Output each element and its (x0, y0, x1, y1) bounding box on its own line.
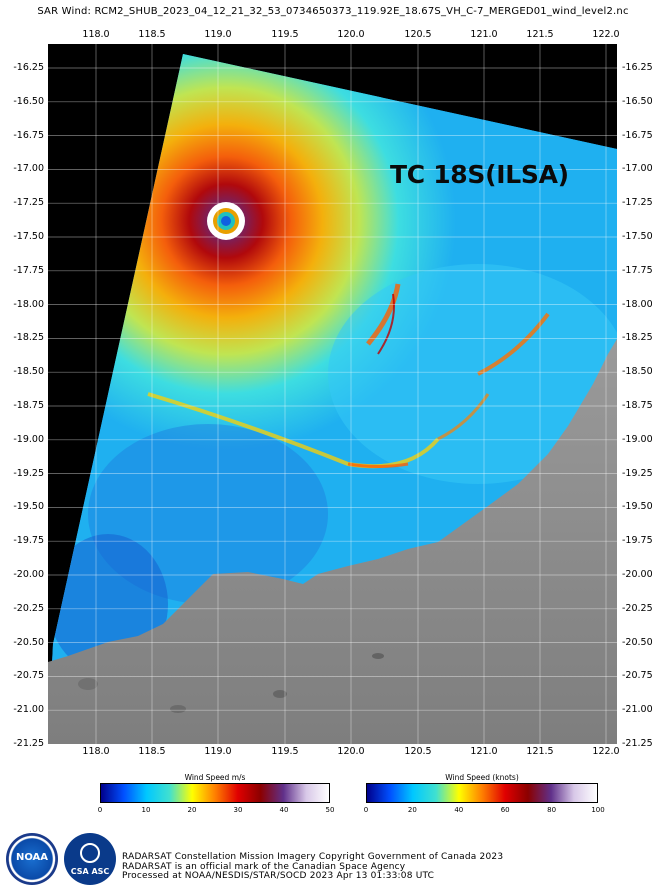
maple-leaf-icon (80, 843, 100, 863)
lat-tick-label: -19.50 (622, 501, 653, 513)
colorbar-tick-label: 50 (325, 806, 335, 814)
colorbar-tick-label: 80 (547, 806, 557, 814)
lat-tick-label: -20.25 (622, 602, 653, 614)
lat-tick-label: -17.75 (622, 264, 653, 276)
lat-lon-grid (48, 44, 617, 744)
lat-tick-label: -18.50 (13, 366, 44, 378)
lat-tick-label: -20.50 (622, 636, 653, 648)
lat-tick-label: -16.25 (622, 62, 653, 73)
lat-tick-label: -17.50 (13, 231, 44, 242)
lat-tick-label: -19.25 (13, 467, 44, 479)
lat-tick-label: -20.25 (13, 602, 44, 614)
credit-line: RADARSAT is an official mark of the Cana… (122, 861, 406, 872)
lat-tick-label: -20.75 (622, 670, 653, 682)
lon-tick-label: 121.5 (526, 29, 554, 40)
lon-tick-label: 119.0 (204, 746, 232, 757)
colorbar-tick-label: 0 (363, 806, 369, 814)
colorbar-tick-label: 20 (187, 806, 197, 814)
noaa-logo: NOAA (6, 833, 58, 885)
lat-tick-label: -16.25 (13, 62, 44, 73)
lat-tick-label: -20.00 (13, 569, 44, 580)
lat-tick-label: -17.75 (13, 264, 44, 276)
credit-line: RADARSAT Constellation Mission Imagery C… (122, 852, 504, 862)
noaa-logo-text: NOAA (15, 852, 49, 863)
lat-tick-label: -21.25 (622, 738, 653, 749)
storm-label: TC 18S(ILSA) (390, 160, 569, 189)
lon-tick-label: 121.0 (470, 746, 498, 757)
lat-tick-label: -17.00 (622, 163, 653, 175)
lon-tick-label: 121.0 (470, 29, 498, 40)
lon-tick-label: 118.5 (138, 746, 166, 757)
lat-tick-label: -21.00 (13, 704, 44, 716)
lon-tick-label: 120.0 (337, 746, 365, 757)
lat-tick-label: -17.50 (622, 231, 653, 242)
colorbar-tick-label: 0 (97, 806, 103, 814)
lat-tick-label: -21.25 (13, 738, 44, 749)
lat-tick-label: -17.00 (13, 163, 44, 175)
lat-tick-label: -16.50 (13, 95, 44, 107)
lat-tick-label: -18.50 (622, 366, 653, 378)
lon-tick-label: 120.5 (404, 746, 432, 757)
lat-tick-label: -19.00 (13, 433, 44, 445)
lat-tick-label: -19.75 (622, 535, 653, 547)
colorbar-kt (366, 783, 598, 803)
colorbar-tick-label: 60 (500, 806, 510, 814)
lat-tick-label: -19.25 (622, 467, 653, 479)
lat-tick-label: -21.00 (622, 704, 653, 716)
colorbar-tick-label: 10 (141, 806, 151, 814)
lon-tick-label: 119.5 (271, 29, 299, 40)
lon-tick-label: 118.0 (82, 746, 110, 757)
csa-logo-text: CSA ASC (70, 867, 110, 876)
lat-tick-label: -16.75 (13, 129, 44, 141)
lon-tick-label: 121.5 (526, 746, 554, 757)
credits-block: RADARSAT Constellation Mission Imagery C… (122, 852, 504, 882)
lat-tick-label: -17.25 (622, 197, 653, 209)
colorbar-tick-label: 30 (233, 806, 243, 814)
lat-tick-label: -18.00 (13, 298, 44, 310)
credit-line: Processed at NOAA/NESDIS/STAR/SOCD 2023 … (122, 871, 435, 881)
colorbar-tick-label: 40 (279, 806, 289, 814)
lon-tick-label: 118.0 (82, 29, 110, 40)
csa-logo: CSA ASC (64, 833, 116, 885)
lat-tick-label: -17.25 (13, 197, 44, 209)
lat-tick-label: -19.75 (13, 535, 44, 547)
colorbar-kt-title: Wind Speed (knots) (445, 773, 519, 782)
lat-tick-label: -18.75 (622, 400, 653, 411)
lat-tick-label: -20.50 (13, 636, 44, 648)
lat-tick-label: -20.00 (622, 569, 653, 580)
lat-tick-label: -20.75 (13, 670, 44, 682)
lon-tick-label: 119.0 (204, 29, 232, 40)
colorbar-ms-title: Wind Speed m/s (184, 773, 246, 782)
lat-tick-label: -19.50 (13, 501, 44, 513)
map-title: SAR Wind: RCM2_SHUB_2023_04_12_21_32_53_… (37, 6, 629, 17)
colorbar-tick-label: 20 (407, 806, 417, 814)
lon-tick-label: 122.0 (592, 29, 620, 40)
lon-tick-label: 122.0 (592, 746, 620, 757)
sar-wind-map: TC 18S(ILSA) (48, 44, 617, 744)
lat-tick-label: -16.75 (622, 129, 653, 141)
lat-tick-label: -18.75 (13, 400, 44, 411)
colorbar-ms (100, 783, 330, 803)
lat-tick-label: -18.25 (622, 332, 653, 344)
lat-tick-label: -18.00 (622, 298, 653, 310)
lon-tick-label: 118.5 (138, 29, 166, 40)
lon-tick-label: 120.5 (404, 29, 432, 40)
colorbar-tick-label: 40 (454, 806, 464, 814)
lat-tick-label: -16.50 (622, 95, 653, 107)
colorbar-tick-label: 100 (591, 806, 605, 814)
lon-tick-label: 119.5 (271, 746, 299, 757)
lon-tick-label: 120.0 (337, 29, 365, 40)
lat-tick-label: -19.00 (622, 433, 653, 445)
lat-tick-label: -18.25 (13, 332, 44, 344)
